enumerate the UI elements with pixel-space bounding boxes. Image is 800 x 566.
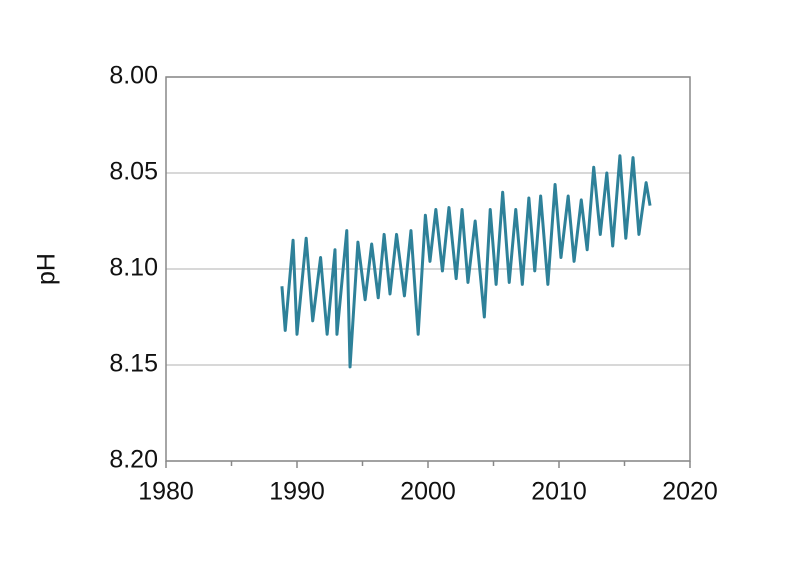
y-axis-label: pH — [33, 253, 61, 285]
y-tick-label: 8.20 — [109, 446, 158, 474]
y-tick-label: 8.15 — [109, 350, 158, 378]
x-tick-label: 2010 — [531, 478, 587, 506]
x-tick-label: 2000 — [400, 478, 456, 506]
x-tick-label: 1980 — [138, 478, 194, 506]
x-tick-label: 2020 — [662, 478, 718, 506]
x-tick-label: 1990 — [269, 478, 325, 506]
y-tick-label: 8.05 — [109, 158, 158, 186]
data-line — [280, 154, 652, 369]
y-tick-label: 8.00 — [109, 62, 158, 90]
y-tick-label: 8.10 — [109, 254, 158, 282]
